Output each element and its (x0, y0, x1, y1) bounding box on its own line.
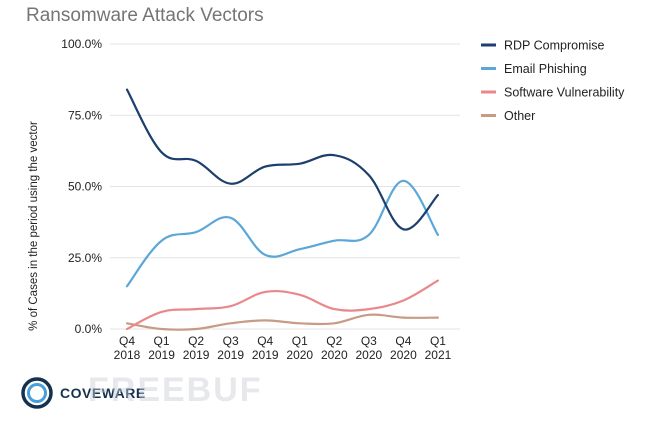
x-tick-label: Q4 2020 (390, 334, 417, 362)
y-tick-label: 50.0% (68, 180, 102, 194)
x-tick-label: Q4 2018 (114, 334, 141, 362)
x-tick-label: Q2 2020 (321, 334, 348, 362)
y-tick-label: 0.0% (75, 322, 103, 336)
y-tick-labels: 0.0% 25.0% 50.0% 75.0% 100.0% (61, 37, 102, 336)
legend-label-email-phishing: Email Phishing (504, 62, 587, 76)
series-line-rdp-compromise (125, 88, 439, 231)
y-axis-label: % of Cases in the period using the vecto… (28, 121, 40, 331)
legend: RDP Compromise Email Phishing Software Vul… (481, 39, 625, 123)
series-line-other (125, 313, 439, 331)
series-line-software-vulnerability (125, 279, 439, 331)
y-tick-label: 75.0% (68, 108, 102, 122)
y-tick-label: 100.0% (61, 37, 102, 51)
y-tick-label: 25.0% (68, 251, 102, 265)
x-tick-label: Q1 2020 (286, 334, 313, 362)
x-tick-label: Q1 2021 (425, 334, 452, 362)
x-tick-label: Q4 2019 (252, 334, 279, 362)
series-line-email-phishing (125, 179, 439, 288)
legend-label-rdp-compromise: RDP Compromise (504, 39, 605, 53)
logo-text: COVEWARE (60, 385, 146, 401)
coveware-logo: COVEWARE (20, 376, 146, 410)
coveware-ring-icon (21, 377, 53, 409)
x-tick-labels: Q4 2018 Q1 2019 Q2 2019 Q3 2019 Q4 2019 Q1 2020 Q2 20… (114, 334, 452, 362)
watermark: FREEBUF (88, 371, 263, 409)
x-tick-label: Q3 2020 (355, 334, 382, 362)
x-tick-label: Q1 2019 (148, 334, 175, 362)
series-lines (125, 88, 439, 331)
gridlines (110, 43, 460, 330)
legend-label-software-vulnerability: Software Vulnerability (504, 86, 625, 100)
chart-title: Ransomware Attack Vectors (26, 5, 264, 26)
x-tick-label: Q2 2019 (183, 334, 210, 362)
x-tick-label: Q3 2019 (217, 334, 244, 362)
legend-label-other: Other (504, 109, 535, 123)
